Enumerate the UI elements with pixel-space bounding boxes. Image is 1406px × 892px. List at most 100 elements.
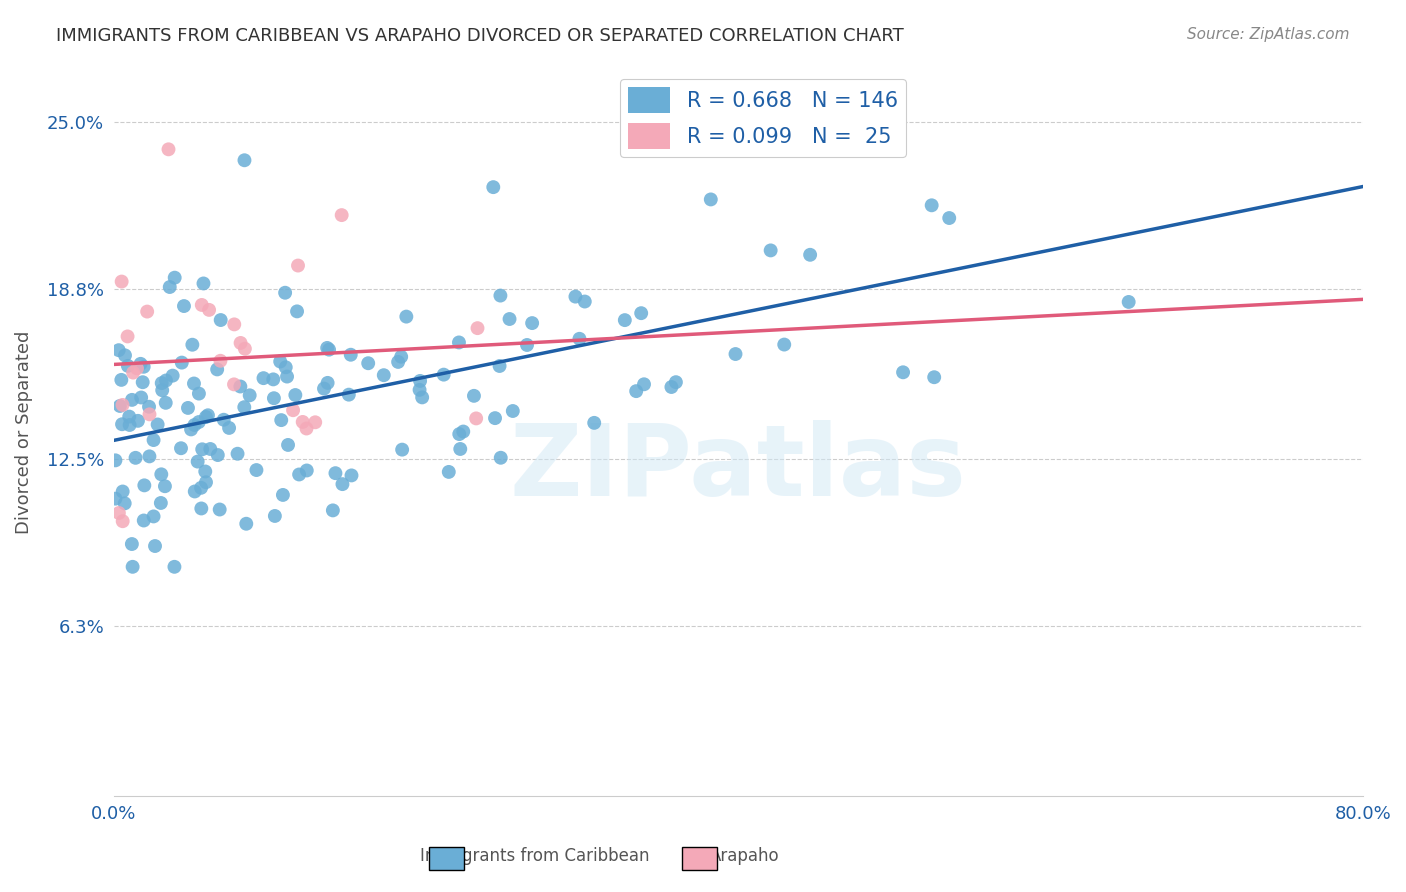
Point — [263, 508, 285, 523]
Point — [318, 343, 340, 357]
Point — [395, 310, 418, 324]
Point — [124, 450, 146, 465]
Point — [489, 450, 512, 465]
Legend: R = 0.668   N = 146, R = 0.099   N =  25: R = 0.668 N = 146, R = 0.099 N = 25 — [620, 78, 907, 157]
Point — [239, 388, 262, 402]
Point — [187, 415, 209, 429]
Point — [773, 337, 796, 351]
Point — [198, 302, 221, 317]
Point — [408, 383, 430, 397]
Point — [183, 417, 205, 432]
Point — [205, 362, 228, 376]
Point — [574, 294, 596, 309]
Point — [191, 298, 214, 312]
Point — [316, 376, 339, 390]
Point — [111, 484, 134, 499]
Point — [134, 478, 156, 492]
Point — [226, 447, 249, 461]
Point — [276, 369, 298, 384]
Point — [208, 502, 231, 516]
Point — [177, 401, 200, 415]
Point — [163, 270, 186, 285]
Point — [181, 337, 204, 351]
Point — [143, 539, 166, 553]
Point — [799, 248, 821, 262]
Point — [373, 368, 395, 383]
Text: IMMIGRANTS FROM CARIBBEAN VS ARAPAHO DIVORCED OR SEPARATED CORRELATION CHART: IMMIGRANTS FROM CARIBBEAN VS ARAPAHO DIV… — [56, 27, 904, 45]
Point — [287, 259, 309, 273]
Point — [108, 399, 131, 413]
Point — [233, 400, 256, 414]
Point — [337, 387, 360, 401]
Point — [132, 514, 155, 528]
Point — [1118, 295, 1140, 310]
Point — [114, 348, 136, 362]
Point — [218, 421, 240, 435]
Point — [245, 463, 267, 477]
Point — [724, 347, 747, 361]
Point — [891, 365, 914, 379]
Point — [194, 409, 217, 424]
Point — [229, 379, 252, 393]
Point — [463, 389, 485, 403]
Point — [197, 409, 219, 423]
Point — [502, 404, 524, 418]
Point — [498, 312, 520, 326]
Point — [108, 506, 131, 520]
Point — [122, 366, 145, 380]
Text: ZIPatlas: ZIPatlas — [510, 420, 967, 517]
Point — [207, 448, 229, 462]
Point — [107, 343, 129, 358]
Point — [488, 359, 510, 373]
Point — [312, 382, 335, 396]
Point — [127, 414, 149, 428]
Point — [153, 479, 176, 493]
Point — [233, 153, 256, 168]
Point — [125, 361, 148, 376]
Point — [281, 403, 304, 417]
Text: Immigrants from Caribbean: Immigrants from Caribbean — [419, 847, 650, 865]
Point — [568, 332, 591, 346]
Point — [922, 370, 945, 384]
Point — [291, 415, 314, 429]
Point — [624, 384, 647, 398]
Point — [149, 496, 172, 510]
Point — [150, 376, 173, 390]
Point — [155, 396, 177, 410]
Point — [173, 299, 195, 313]
Text: Source: ZipAtlas.com: Source: ZipAtlas.com — [1187, 27, 1350, 42]
Point — [389, 350, 412, 364]
Point — [190, 501, 212, 516]
Point — [121, 392, 143, 407]
Point — [235, 516, 257, 531]
Point — [183, 376, 205, 391]
Point — [489, 288, 512, 302]
Point — [484, 411, 506, 425]
Point — [613, 313, 636, 327]
Point — [193, 277, 215, 291]
Point — [170, 442, 193, 456]
Point — [184, 484, 207, 499]
Point — [229, 335, 252, 350]
Point — [121, 537, 143, 551]
Point — [516, 338, 538, 352]
Point — [339, 348, 361, 362]
Point — [583, 416, 606, 430]
Point — [111, 417, 134, 432]
Point — [759, 244, 782, 258]
Point — [288, 467, 311, 482]
Point — [316, 341, 339, 355]
Point — [170, 356, 193, 370]
Point — [921, 198, 943, 212]
Point — [465, 411, 488, 425]
Point — [285, 304, 308, 318]
Point — [142, 433, 165, 447]
Point — [209, 353, 232, 368]
Point — [630, 306, 652, 320]
Point — [332, 477, 354, 491]
Point — [200, 442, 222, 456]
Point — [633, 377, 655, 392]
Point — [110, 373, 132, 387]
Point — [129, 357, 152, 371]
Point — [138, 400, 160, 414]
